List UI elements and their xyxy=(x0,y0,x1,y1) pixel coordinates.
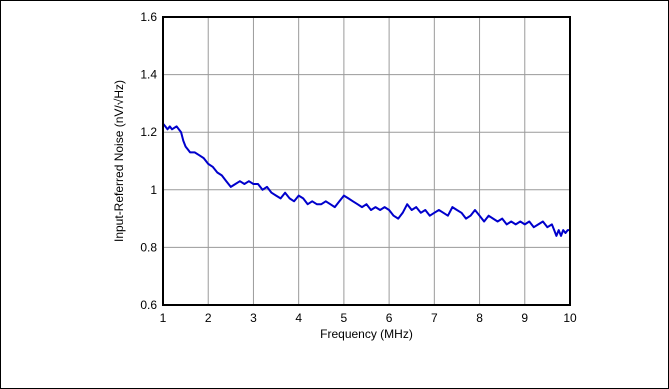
x-tick-label: 4 xyxy=(295,311,302,325)
y-tick-label: 1.2 xyxy=(140,125,157,139)
y-tick-label: 0.8 xyxy=(140,240,157,254)
x-tick-label: 8 xyxy=(476,311,483,325)
x-tick-label: 6 xyxy=(386,311,393,325)
x-tick-label: 3 xyxy=(250,311,257,325)
x-tick-label: 10 xyxy=(563,311,577,325)
x-tick-label: 7 xyxy=(431,311,438,325)
y-axis-label: Input-Referred Noise (nV/√Hz) xyxy=(112,80,126,242)
y-tick-label: 1.4 xyxy=(140,68,157,82)
noise-series-line xyxy=(162,122,571,237)
x-tick-label: 1 xyxy=(160,311,167,325)
x-tick-labels: 1 2 3 4 5 6 7 8 9 10 xyxy=(160,311,577,325)
y-tick-label: 1 xyxy=(150,183,157,197)
y-tick-label: 0.6 xyxy=(140,298,157,312)
x-axis-label: Frequency (MHz) xyxy=(320,327,413,341)
plot-area-border xyxy=(162,16,571,306)
y-tick-label: 1.6 xyxy=(140,10,157,24)
x-tick-label: 9 xyxy=(521,311,528,325)
grid xyxy=(163,17,570,305)
x-tick-label: 5 xyxy=(341,311,348,325)
x-tick-label: 2 xyxy=(205,311,212,325)
y-tick-labels: 0.6 0.8 1 1.2 1.4 1.6 xyxy=(140,10,157,312)
series-layer xyxy=(162,122,571,237)
